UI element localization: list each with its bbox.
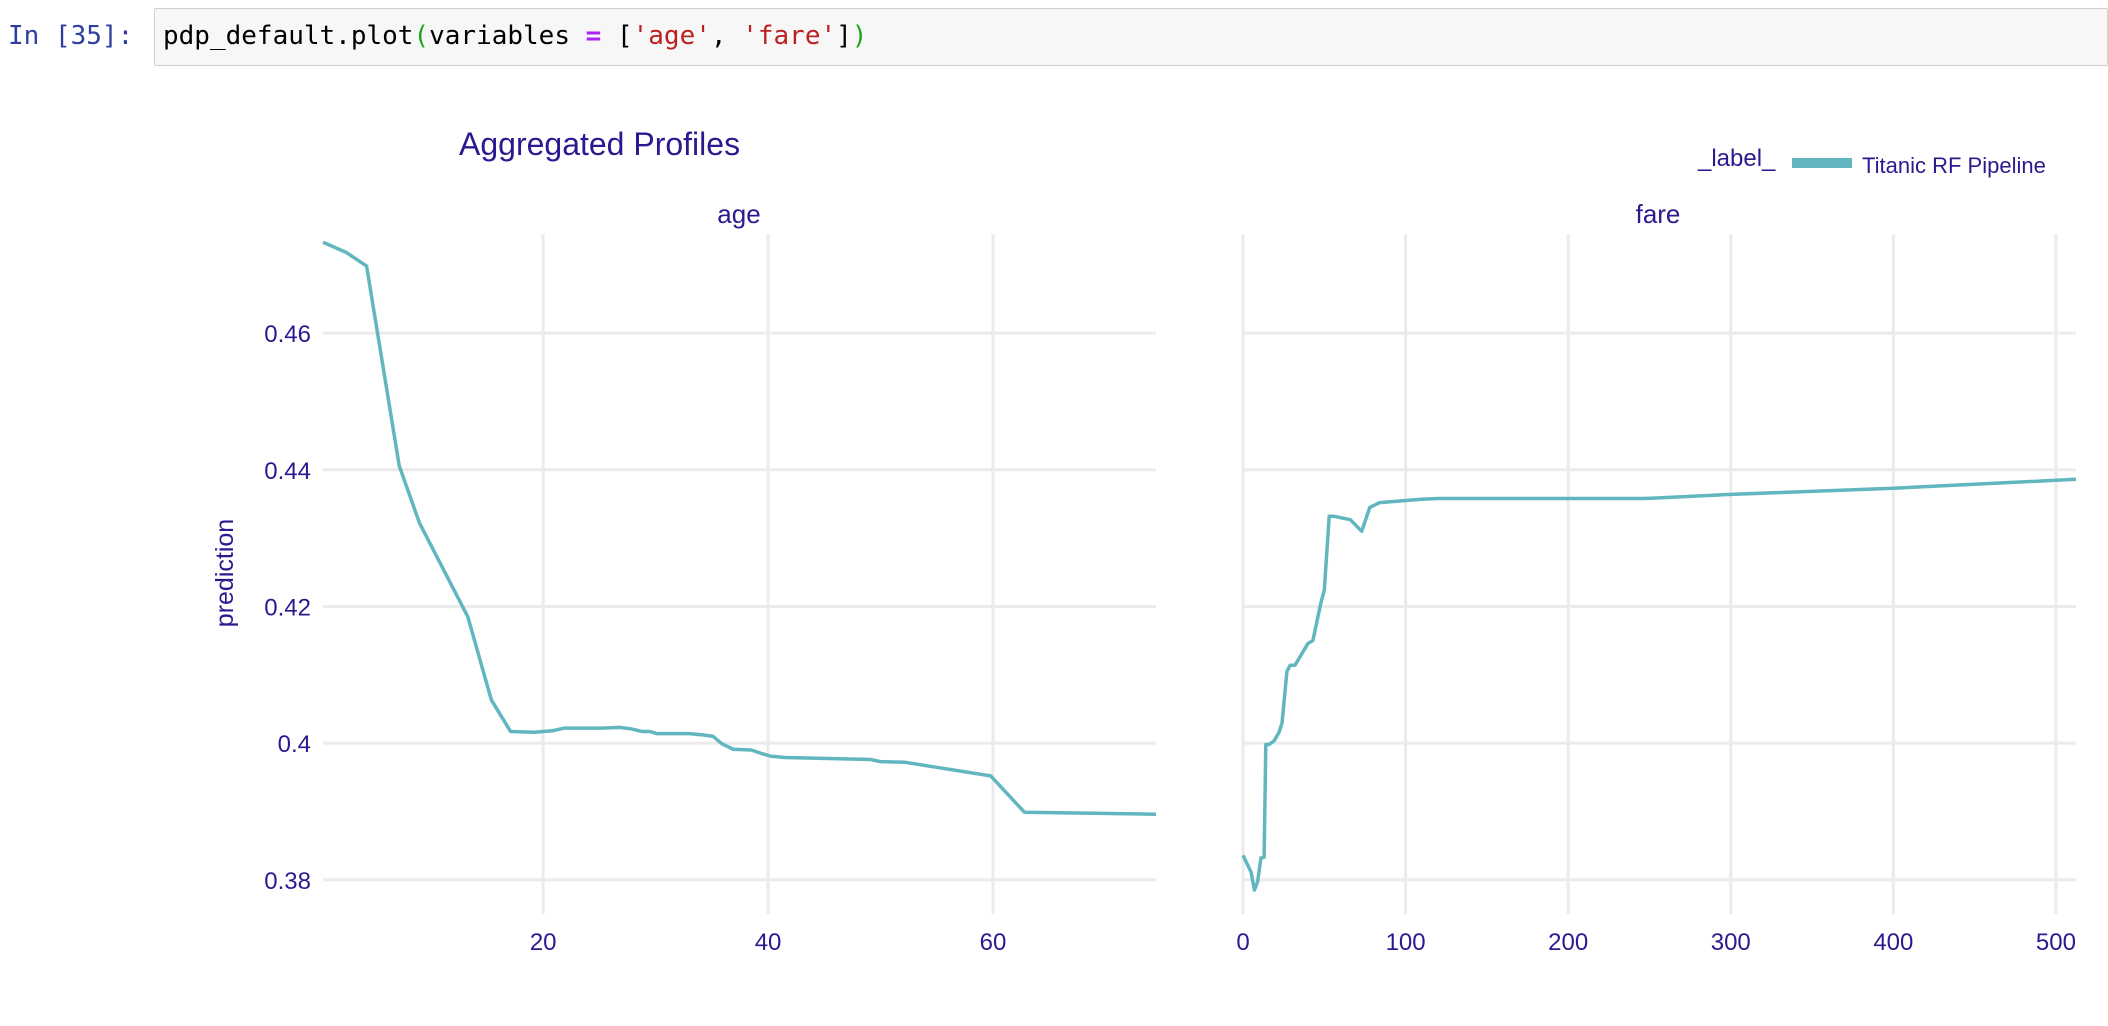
y-tick-label: 0.42 — [264, 594, 311, 621]
x-tick-label: 400 — [1873, 929, 1913, 956]
grid-layer — [323, 234, 2076, 914]
x-tick-label: 500 — [2036, 929, 2076, 956]
series-lines — [322, 240, 2077, 892]
tick-labels: 0.38 0.4 0.42 0.44 0.46 20 40 60 0 100 200 300 400 50… — [264, 321, 2076, 956]
panel-title-fare: fare — [1636, 199, 1681, 229]
code-bracket-close: ] — [836, 21, 852, 51]
x-tick-label: 0 — [1236, 929, 1249, 956]
y-tick-label: 0.44 — [264, 458, 311, 485]
cell-prompt: In [35]: — [8, 21, 134, 51]
y-axis-label: prediction — [211, 519, 239, 627]
x-tick-label: 60 — [980, 929, 1007, 956]
code-string-fare: 'fare' — [742, 21, 837, 51]
legend-entry-label[interactable]: Titanic RF Pipeline — [1862, 153, 2046, 178]
code-bracket-open: [ — [601, 21, 633, 51]
y-tick-label: 0.4 — [278, 731, 311, 758]
series-line-age[interactable] — [322, 240, 1157, 816]
code-func: pdp_default.plot — [163, 21, 414, 51]
code-input[interactable]: pdp_default.plot(variables = ['age', 'fa… — [154, 8, 2108, 66]
x-tick-label: 40 — [755, 929, 782, 956]
code-paren-close: ) — [851, 21, 868, 51]
x-tick-label: 200 — [1548, 929, 1588, 956]
chart-title: Aggregated Profiles — [459, 126, 740, 162]
series-line-fare[interactable] — [1241, 477, 2077, 892]
code-paren-open: ( — [413, 21, 430, 51]
x-tick-label: 20 — [530, 929, 557, 956]
code-string-age: 'age' — [632, 21, 711, 51]
code-comma: , — [710, 21, 743, 51]
notebook-cell: In [35]: pdp_default.plot(variables = ['… — [0, 0, 2108, 72]
y-tick-label: 0.46 — [264, 321, 311, 348]
legend-title: _label_ — [1697, 145, 1776, 172]
x-tick-label: 300 — [1711, 929, 1751, 956]
x-tick-label: 100 — [1386, 929, 1426, 956]
legend-swatch[interactable] — [1792, 158, 1852, 168]
code-arg: variables — [429, 21, 586, 51]
code-text: pdp_default.plot(variables = ['age', 'fa… — [163, 21, 867, 51]
code-operator: = — [585, 21, 602, 51]
panel-title-age: age — [717, 199, 760, 229]
y-tick-label: 0.38 — [264, 868, 311, 895]
